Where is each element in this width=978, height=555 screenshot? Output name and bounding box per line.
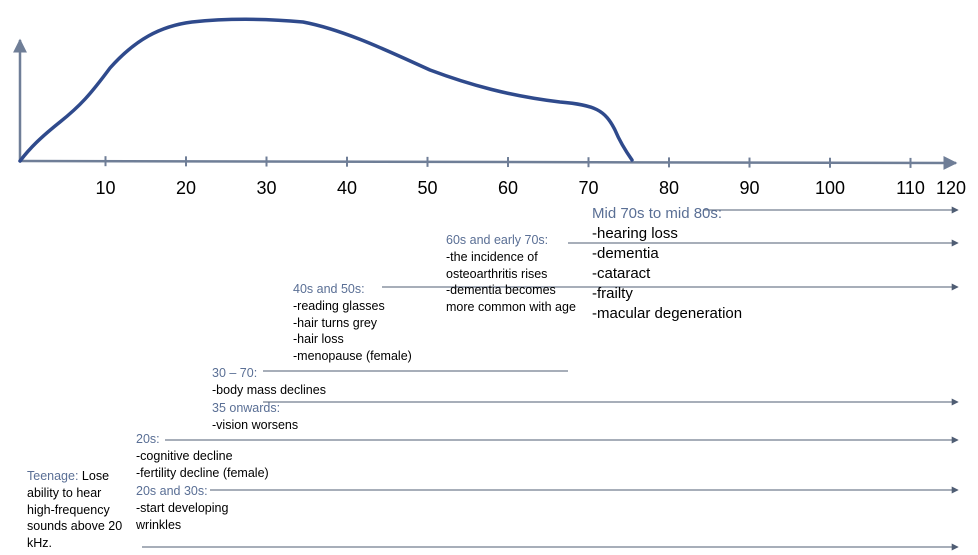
stage-line: osteoarthritis rises xyxy=(446,266,548,281)
x-tick-label: 110 xyxy=(896,178,925,198)
stage-line: -body mass declines xyxy=(212,382,326,397)
stage-heading: 35 onwards: xyxy=(212,401,281,415)
x-axis-tick-labels: 10 20 30 40 50 60 70 80 90 100 110 120 xyxy=(95,178,966,198)
stage-heading: Mid 70s to mid 80s: xyxy=(592,205,723,222)
stage-heading: Teenage: xyxy=(27,469,79,483)
stage-line: -frailty xyxy=(592,285,633,302)
stage-30-70: 30 – 70: -body mass declines xyxy=(212,365,326,399)
x-tick-label: 70 xyxy=(578,178,598,198)
stage-line: -macular degeneration xyxy=(592,305,743,322)
stage-line: wrinkles xyxy=(136,517,182,532)
x-tick-label: 90 xyxy=(739,178,759,198)
stage-line: kHz. xyxy=(27,536,52,551)
stage-line: high-frequency xyxy=(27,502,110,517)
x-tick-label: 20 xyxy=(176,178,196,198)
stage-heading: 20s and 30s: xyxy=(136,484,208,498)
x-tick-label: 50 xyxy=(417,178,437,198)
stage-line: Lose xyxy=(81,469,110,483)
stage-teenage: Teenage: Lose ability to hear high-frequ… xyxy=(27,468,122,552)
x-tick-label: 40 xyxy=(337,178,357,198)
stage-line: -the incidence of xyxy=(446,249,538,264)
x-tick-label: 30 xyxy=(256,178,276,198)
stage-line: -start developing xyxy=(136,500,229,515)
stage-mid-70s-80s: Mid 70s to mid 80s: -hearing loss -demen… xyxy=(592,204,742,324)
stage-20s: 20s: -cognitive decline -fertility decli… xyxy=(136,431,269,481)
stage-line: -fertility decline (female) xyxy=(136,465,269,480)
x-axis-tick-marks xyxy=(104,156,912,168)
stage-line: -hair loss xyxy=(293,332,344,347)
stage-line: -vision worsens xyxy=(212,417,299,432)
x-tick-label: 100 xyxy=(815,178,845,198)
x-tick-label: 120 xyxy=(936,178,966,198)
decline-curve xyxy=(18,17,634,163)
x-axis xyxy=(19,155,958,170)
x-tick-label: 60 xyxy=(498,178,518,198)
stage-heading: 20s: xyxy=(136,432,160,446)
stage-heading: 60s and early 70s: xyxy=(446,233,549,247)
stage-line: ability to hear xyxy=(27,485,102,500)
stage-line: -hair turns grey xyxy=(293,315,378,330)
x-tick-label: 10 xyxy=(95,178,115,198)
stage-20s-30s: 20s and 30s: -start developing wrinkles xyxy=(136,483,228,533)
stage-40s-50s: 40s and 50s: -reading glasses -hair turn… xyxy=(293,281,412,365)
stage-line: -dementia xyxy=(592,245,659,262)
stage-line: sounds above 20 xyxy=(27,519,123,534)
x-tick-label: 80 xyxy=(659,178,679,198)
stage-60s-early-70s: 60s and early 70s: -the incidence of ost… xyxy=(446,232,576,316)
stage-line: -cataract xyxy=(592,265,651,282)
stage-heading: 40s and 50s: xyxy=(293,282,365,296)
stage-heading: 30 – 70: xyxy=(212,366,258,380)
stage-line: -hearing loss xyxy=(592,225,678,242)
stage-line: -dementia becomes xyxy=(446,283,556,298)
stage-35-onwards: 35 onwards: -vision worsens xyxy=(212,400,298,434)
stage-line: -menopause (female) xyxy=(293,349,412,364)
stage-line: -cognitive decline xyxy=(136,448,233,463)
stage-line: more common with age xyxy=(446,300,576,315)
stage-line: -reading glasses xyxy=(293,298,385,313)
